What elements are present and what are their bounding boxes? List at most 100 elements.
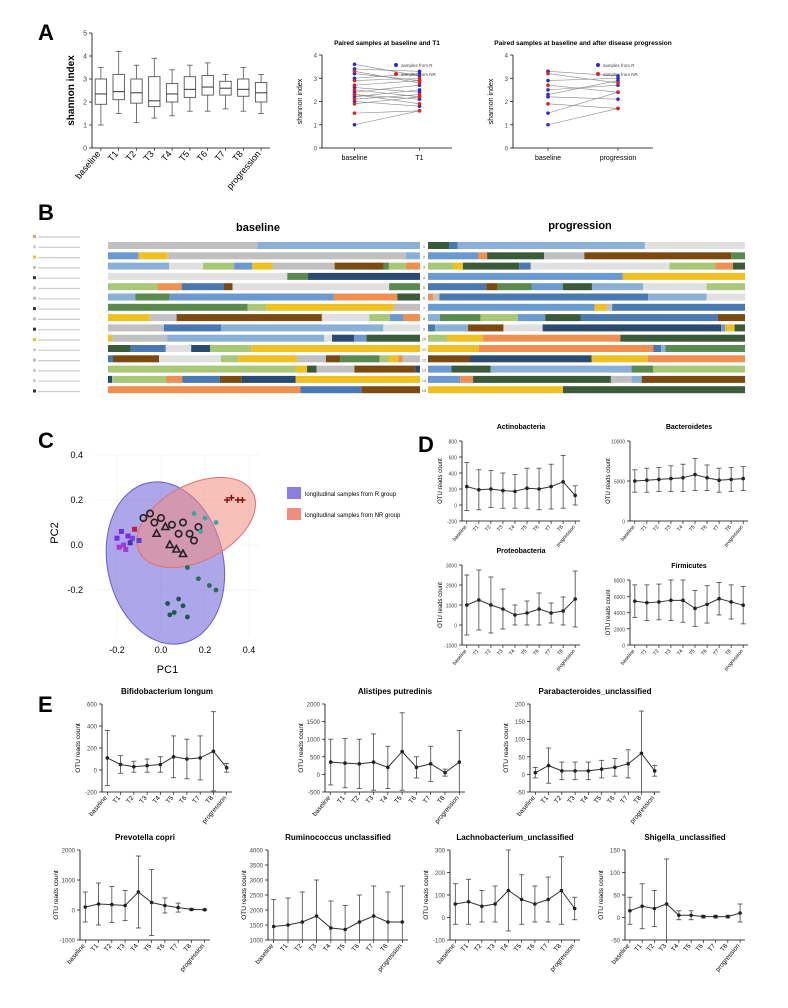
legend-swatch xyxy=(33,286,36,290)
stack-segment xyxy=(530,262,670,270)
y-tick-label: 3 xyxy=(83,77,87,84)
row-label: 2 xyxy=(423,254,426,259)
stack-segment xyxy=(232,283,390,291)
stack-segment xyxy=(517,314,546,322)
y-tick-label: 0 xyxy=(454,504,457,510)
data-point xyxy=(343,927,347,932)
stack-segment xyxy=(167,252,407,260)
data-point xyxy=(533,902,537,906)
scatter-point xyxy=(198,529,204,534)
pair-point-baseline xyxy=(546,102,550,106)
x-tick-label: T8 xyxy=(379,942,389,953)
stack-segment xyxy=(462,262,520,270)
chart-D2-line: 0 5000 10000 OTU reads count Bacteroidetes ba… xyxy=(606,424,748,548)
pair-point-baseline xyxy=(352,83,357,88)
scatter-point xyxy=(129,535,135,541)
scatter-point xyxy=(146,509,155,518)
legend-label: samples from NR xyxy=(603,72,639,77)
stack-segment xyxy=(439,293,649,301)
x-tick-label: T7 xyxy=(619,794,629,805)
pair-point-followup xyxy=(616,97,620,101)
pair-point-baseline xyxy=(352,88,357,92)
y-tick-label: 2 xyxy=(505,100,509,106)
stack-segment xyxy=(612,303,745,311)
y-tick-label: 150 xyxy=(610,849,621,855)
scatter-point xyxy=(185,529,194,538)
x-tick-label: T3 xyxy=(138,794,148,805)
row-label: 1 xyxy=(423,244,426,249)
legend-label: longitudinal samples from R group xyxy=(305,492,397,498)
pair-point-followup xyxy=(616,106,620,111)
data-point xyxy=(626,762,630,766)
x-tick-label: baseline xyxy=(452,648,469,666)
x-tick-label: T1 xyxy=(640,524,648,532)
legend-swatch xyxy=(33,296,36,300)
x-tick-label: T4 xyxy=(322,942,332,953)
y-tick-label: 200 xyxy=(87,747,98,753)
data-point xyxy=(271,924,276,929)
data-point xyxy=(599,767,604,771)
x-tick-label: T2 xyxy=(553,794,563,805)
stack-segment xyxy=(428,324,436,332)
stack-segment xyxy=(108,303,248,311)
y-axis-label: shannon index xyxy=(297,78,304,124)
y-tick-label: 10000 xyxy=(611,440,625,446)
pair-point-baseline xyxy=(352,62,357,67)
pair-line xyxy=(547,103,619,109)
x-tick-label: T7 xyxy=(169,942,179,953)
data-point xyxy=(741,476,745,481)
chart-title: Proteobacteria xyxy=(496,548,545,555)
chart-title: Prevotella copri xyxy=(115,833,175,842)
series-line xyxy=(85,891,205,911)
x-tick-label: baseline xyxy=(66,942,87,965)
stack-segment xyxy=(300,386,362,394)
y-tick-label: 200 xyxy=(449,488,458,494)
stack-segment xyxy=(449,242,458,249)
row-label: 6 xyxy=(423,296,426,301)
stack-segment xyxy=(544,252,585,260)
stack-segment xyxy=(497,283,532,291)
y-tick-label: 600 xyxy=(87,703,98,709)
stack-segment xyxy=(433,293,440,301)
y-tick-label: 1500 xyxy=(307,720,321,726)
stack-segment xyxy=(221,355,239,363)
data-point xyxy=(705,476,709,480)
stack-segment xyxy=(354,365,416,373)
row-label: 13 xyxy=(422,368,427,373)
legend-swatch xyxy=(33,379,36,383)
data-point xyxy=(489,603,493,607)
legend-swatch xyxy=(33,245,36,249)
data-point xyxy=(386,920,390,924)
stack-segment xyxy=(272,262,335,270)
stack-segment xyxy=(594,303,607,311)
stack-segment xyxy=(113,355,160,363)
data-point xyxy=(628,908,632,913)
x-tick-label: T8 xyxy=(556,648,564,656)
stack-segment xyxy=(531,283,564,291)
stack-segment xyxy=(622,272,745,280)
x-tick-label: T6 xyxy=(178,794,188,805)
stack-segment xyxy=(324,334,333,342)
stack-segment xyxy=(108,314,150,322)
x-tick-label: T2 xyxy=(351,794,361,805)
stack-segment xyxy=(478,252,488,260)
stack-segment xyxy=(451,365,491,373)
pair-point-baseline xyxy=(546,83,550,88)
pair-point-baseline xyxy=(352,122,357,127)
data-point xyxy=(726,914,730,919)
x-tick-label: T1 xyxy=(106,149,120,163)
stack-segment xyxy=(287,272,309,280)
y-tick-label: 400 xyxy=(449,472,458,478)
data-point xyxy=(533,770,538,775)
y-axis-label: OTU reads count xyxy=(53,870,60,920)
stack-segment xyxy=(734,324,745,332)
y-tick-label: 2000 xyxy=(614,627,625,633)
legend-label: longitudinal samples from NR group xyxy=(305,513,401,519)
label-C: C xyxy=(38,428,54,453)
x-tick-label: T7 xyxy=(213,149,227,163)
pair-point-baseline xyxy=(352,102,357,106)
stack-segment xyxy=(297,355,326,363)
x-tick-label: T3 xyxy=(496,648,504,656)
stack-segment xyxy=(333,293,398,301)
chart-E1-line: -200 0 200 400 600 OTU reads count Bifidobacte… xyxy=(75,687,232,825)
